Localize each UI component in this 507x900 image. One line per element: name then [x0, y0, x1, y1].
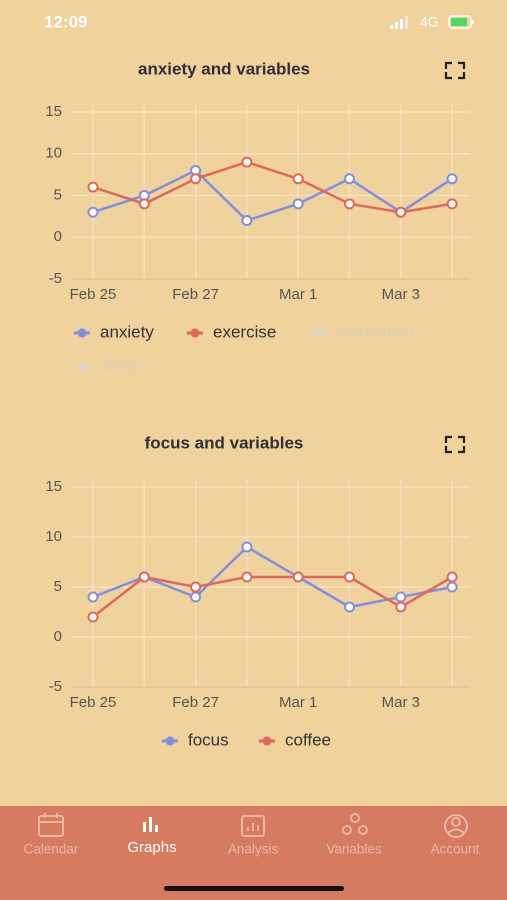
series-line	[92, 160, 453, 214]
x-tick-label: Feb 25	[70, 286, 117, 303]
tab-icons	[38, 813, 468, 838]
status-time: 12:09	[44, 12, 87, 31]
legend-label: meditation	[336, 322, 414, 341]
data-point	[395, 206, 407, 218]
y-tick-label: 15	[45, 478, 62, 495]
data-point	[241, 571, 253, 583]
data-point	[241, 215, 253, 227]
data-point	[344, 173, 355, 185]
data-point	[395, 591, 407, 603]
data-point	[344, 198, 355, 210]
chart-title: focus and variables	[145, 433, 304, 452]
data-point	[344, 571, 355, 583]
series-line	[92, 545, 453, 609]
data-point	[87, 611, 99, 623]
tab-label[interactable]: Account	[431, 842, 480, 857]
data-point	[446, 198, 458, 210]
data-point	[446, 581, 458, 593]
legend-label: coffee	[285, 730, 331, 749]
data-point	[292, 571, 304, 583]
data-point	[446, 173, 458, 185]
y-tick-label: 5	[54, 186, 62, 203]
y-tick-label: 5	[54, 578, 62, 595]
tab-label[interactable]: Analysis	[228, 842, 279, 857]
data-point	[241, 541, 253, 553]
data-point	[87, 206, 99, 218]
signal-icon	[390, 16, 408, 29]
tab-label[interactable]: Variables	[326, 842, 382, 857]
status-network: 4G	[420, 14, 439, 30]
legend-label: sleep	[100, 356, 141, 375]
data-point	[292, 173, 304, 185]
chart-title: anxiety and variables	[138, 59, 310, 78]
expand-icon[interactable]	[444, 435, 466, 454]
x-tick-label: Mar 1	[279, 694, 317, 711]
expand-icon[interactable]	[444, 61, 466, 80]
y-tick-label: 0	[54, 228, 62, 245]
legend-marker	[77, 362, 87, 372]
data-point	[87, 181, 99, 193]
series-line	[92, 168, 453, 222]
y-tick-label: 10	[45, 528, 62, 545]
y-tick-label: 15	[45, 103, 62, 120]
x-tick-label: Mar 3	[382, 286, 420, 303]
x-tick-label: Mar 1	[279, 286, 317, 303]
y-tick-label: 0	[54, 628, 62, 645]
data-point	[190, 581, 202, 593]
data-point	[138, 571, 150, 583]
legend-label: anxiety	[100, 322, 154, 341]
home-indicator	[164, 886, 344, 891]
legend-marker	[190, 328, 200, 338]
legend-marker	[262, 736, 272, 746]
data-point	[344, 601, 355, 613]
data-point	[87, 591, 99, 603]
battery-icon	[448, 15, 474, 29]
x-tick-label: Feb 27	[172, 286, 219, 303]
y-tick-label: -5	[49, 678, 62, 695]
legend-marker	[313, 328, 323, 338]
data-point	[190, 173, 202, 185]
x-tick-label: Feb 25	[70, 694, 117, 711]
y-tick-label: -5	[49, 270, 62, 287]
x-tick-label: Feb 27	[172, 694, 219, 711]
legend-marker	[165, 736, 175, 746]
data-point	[446, 571, 458, 583]
y-tick-label: 10	[45, 145, 62, 162]
tab-label[interactable]: Graphs	[127, 839, 176, 856]
data-point	[241, 156, 253, 168]
data-point	[292, 198, 304, 210]
tab-label[interactable]: Calendar	[24, 842, 79, 857]
series-line	[92, 575, 453, 618]
data-point	[395, 601, 407, 613]
data-point	[138, 198, 150, 210]
x-tick-label: Mar 3	[382, 694, 420, 711]
data-point	[190, 591, 202, 603]
legend-label: exercise	[213, 322, 276, 341]
graphs-icon	[143, 817, 158, 832]
legend-marker	[77, 328, 87, 338]
tab-bar	[0, 806, 507, 900]
legend-label: focus	[188, 730, 229, 749]
